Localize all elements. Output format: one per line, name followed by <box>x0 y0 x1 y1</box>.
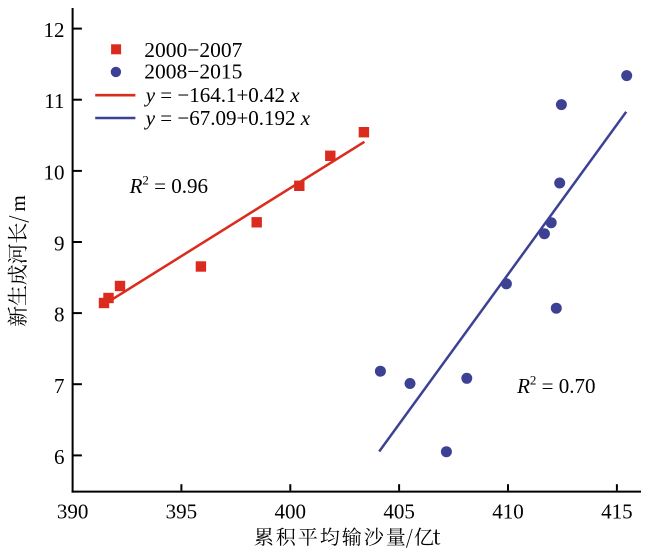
svg-text:8: 8 <box>54 303 65 327</box>
svg-text:m: m <box>6 195 30 211</box>
svg-text:R2 = 0.70: R2 = 0.70 <box>516 373 595 399</box>
svg-text:R2 = 0.96: R2 = 0.96 <box>129 173 208 199</box>
svg-text:12: 12 <box>44 18 65 42</box>
svg-text:7: 7 <box>54 374 65 398</box>
svg-text:415: 415 <box>601 500 633 524</box>
svg-text:11: 11 <box>44 89 64 113</box>
svg-text:410: 410 <box>492 500 524 524</box>
svg-text:400: 400 <box>275 500 307 524</box>
svg-text:390: 390 <box>57 500 89 524</box>
svg-text:9: 9 <box>54 232 65 256</box>
svg-text:395: 395 <box>166 500 198 524</box>
svg-text:2000−2007: 2000−2007 <box>144 38 242 62</box>
svg-text:2008−2015: 2008−2015 <box>144 60 242 84</box>
svg-text:y = −164.1+0.42 x: y = −164.1+0.42 x <box>144 83 301 107</box>
svg-text:10: 10 <box>44 160 65 184</box>
svg-text:6: 6 <box>54 445 65 469</box>
svg-text:405: 405 <box>383 500 415 524</box>
svg-text:y = −67.09+0.192 x: y = −67.09+0.192 x <box>144 106 311 130</box>
